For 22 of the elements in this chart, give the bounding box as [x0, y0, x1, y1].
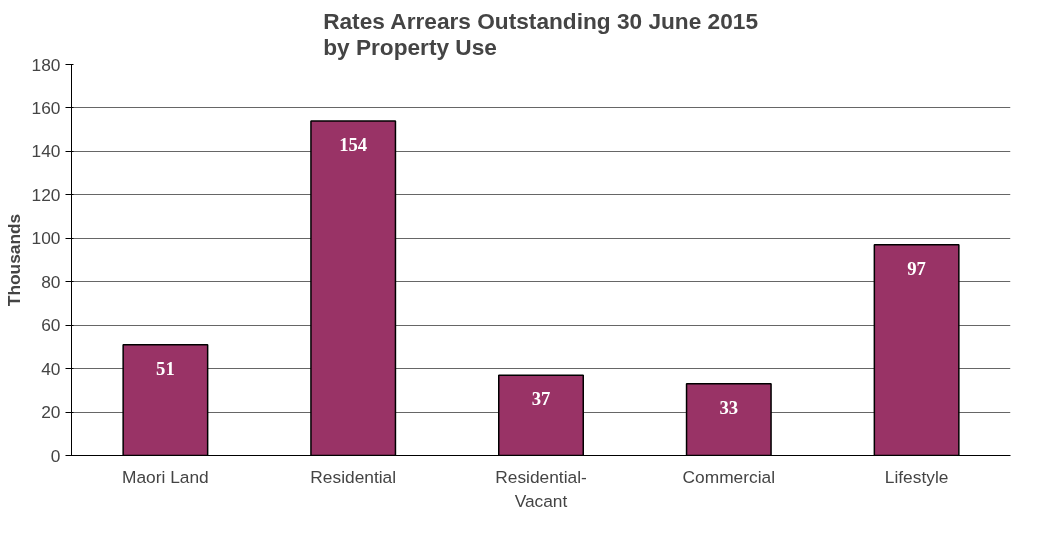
data-label: 97 [907, 257, 926, 279]
x-tick-label: Commercial [682, 466, 776, 487]
y-tick-label: 0 [50, 445, 61, 466]
data-label: 37 [531, 388, 551, 410]
y-tick-label: 180 [31, 54, 61, 75]
data-label: 154 [339, 133, 368, 155]
x-tick-label: Residential-Vacant [495, 466, 587, 511]
x-tick-label: Maori Land [122, 466, 209, 487]
y-tick-label: 60 [41, 315, 61, 336]
x-tick-label: Residential [310, 466, 397, 487]
x-tick-label: Lifestyle [884, 466, 949, 487]
y-tick-label: 40 [41, 358, 61, 379]
y-tick-label: 80 [41, 271, 61, 292]
y-tick-label: 20 [41, 402, 61, 423]
y-tick-label: 160 [31, 97, 61, 118]
chart-title: Rates Arrears Outstanding 30 June 2015 by Property Use [323, 7, 758, 60]
y-tick-label: 100 [31, 228, 61, 249]
data-label: 51 [156, 357, 175, 379]
y-tick-label: 120 [31, 184, 61, 205]
data-label: 33 [719, 396, 739, 418]
y-axis-title: Thousands [3, 213, 24, 307]
y-tick-label: 140 [31, 141, 61, 162]
